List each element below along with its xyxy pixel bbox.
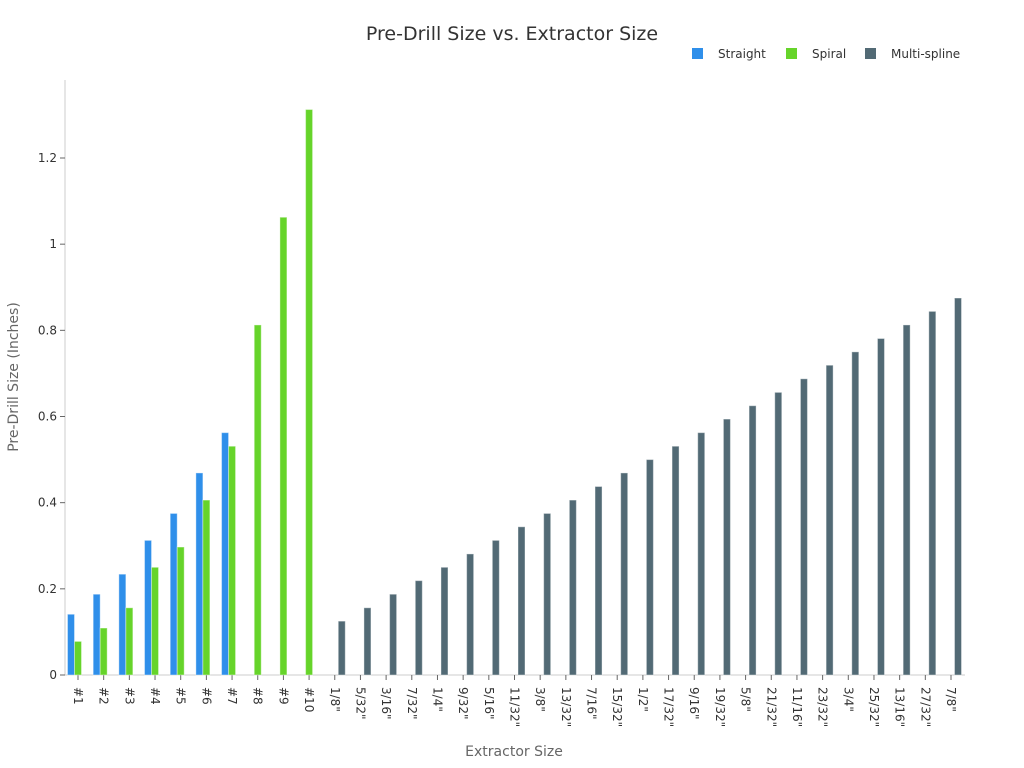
legend-swatch [865,48,876,59]
x-tick-label: 23/32" [816,687,830,727]
bar-multi-spline [902,324,911,676]
x-tick-label: 13/16" [893,687,907,727]
y-tick-label: 0 [49,668,57,682]
x-tick-label: 1/8" [328,687,342,712]
bar-straight [144,539,153,676]
x-tick-label: #10 [302,687,316,712]
bar-multi-spline [440,566,449,676]
x-tick-label: 1/4" [430,687,444,712]
x-tick-label: 3/16" [379,687,393,719]
bar-multi-spline [363,607,372,676]
x-tick-label: 21/32" [764,687,778,727]
bar-multi-spline [851,351,860,676]
x-tick-label: #5 [174,687,188,705]
bar-straight [67,613,75,676]
bar-multi-spline [748,405,757,676]
x-tick-label: 11/32" [508,687,522,727]
bar-straight [92,593,101,676]
x-tick-label: 1/2" [636,687,650,712]
bar-multi-spline [799,378,808,676]
bar-multi-spline [517,526,526,676]
bar-spiral [253,324,262,676]
bar-multi-spline [568,499,577,676]
x-tick-label: 3/8" [533,687,547,712]
bar-straight [195,472,204,676]
bar-spiral [176,546,185,676]
bar-multi-spline [491,539,500,676]
x-tick-label: 27/32" [918,687,932,727]
x-tick-label: #8 [251,687,265,705]
bar-multi-spline [671,445,680,676]
legend-label: Multi-spline [891,47,960,61]
x-tick-label: 9/16" [687,687,701,719]
bar-spiral [228,445,237,676]
x-tick-label: 9/32" [456,687,470,719]
bar-spiral [279,216,288,676]
bar-multi-spline [774,391,783,676]
bar-spiral [125,607,134,676]
x-tick-label: 25/32" [867,687,881,727]
bar-spiral [99,627,108,676]
bar-straight [221,432,230,676]
x-tick-label: 7/16" [585,687,599,719]
bar-spiral [151,566,160,676]
x-tick-label: #7 [225,687,239,705]
x-tick-label: 7/32" [405,687,419,719]
bar-multi-spline [620,472,629,676]
bar-spiral [74,640,82,676]
y-axis-label: Pre-Drill Size (Inches) [6,302,22,452]
x-tick-label: 17/32" [662,687,676,727]
bar-multi-spline [543,512,552,676]
x-tick-label: 5/32" [353,687,367,719]
x-tick-label: #4 [148,687,162,705]
legend-label: Straight [718,47,766,61]
x-tick-label: 3/4" [841,687,855,712]
bars [67,109,962,676]
x-axis-label: Extractor Size [465,744,563,760]
bar-multi-spline [876,338,885,676]
x-tick-label: #2 [97,687,111,705]
x-tick-label: #1 [71,687,85,705]
bar-spiral [305,109,314,676]
bar-multi-spline [414,580,423,676]
x-tick-label: 11/16" [790,687,804,727]
bar-multi-spline [337,620,346,676]
axes: 0 0.2 0.4 0.6 0.8 1 1.2 #1 #2 #3 #4 #5 #6 #7 #8 #9 #10 1/… [38,80,965,727]
legend-swatch [692,48,703,59]
y-tick-label: 0.6 [38,410,57,424]
y-tick-label: 1 [49,237,57,251]
legend-label: Spiral [812,47,846,61]
y-tick-label: 0.4 [38,496,57,510]
legend-swatch [786,48,797,59]
legend: Straight Spiral Multi-spline [692,47,960,61]
bar-multi-spline [645,459,654,676]
x-tick-label: 7/8" [944,687,958,712]
x-tick-label: 5/16" [482,687,496,719]
x-tick-label: #6 [199,687,213,705]
bar-spiral [202,499,211,676]
y-tick-label: 1.2 [38,151,57,165]
x-tick-label: 5/8" [739,687,753,712]
bar-multi-spline [954,297,962,676]
x-tick-label: 15/32" [610,687,624,727]
x-tick-label: 13/32" [559,687,573,727]
bar-multi-spline [594,486,603,676]
x-tick-label: #9 [276,687,290,705]
bar-multi-spline [825,364,834,676]
bar-straight [118,573,127,676]
bar-multi-spline [389,593,398,676]
bar-multi-spline [928,310,937,676]
bar-multi-spline [722,418,731,676]
bar-straight [169,512,178,676]
bar-multi-spline [697,432,706,676]
x-tick-label: 19/32" [713,687,727,727]
bar-multi-spline [466,553,475,676]
y-tick-label: 0.2 [38,582,57,596]
x-tick-label: #3 [122,687,136,705]
y-tick-label: 0.8 [38,323,57,337]
chart-title: Pre-Drill Size vs. Extractor Size [366,23,658,45]
